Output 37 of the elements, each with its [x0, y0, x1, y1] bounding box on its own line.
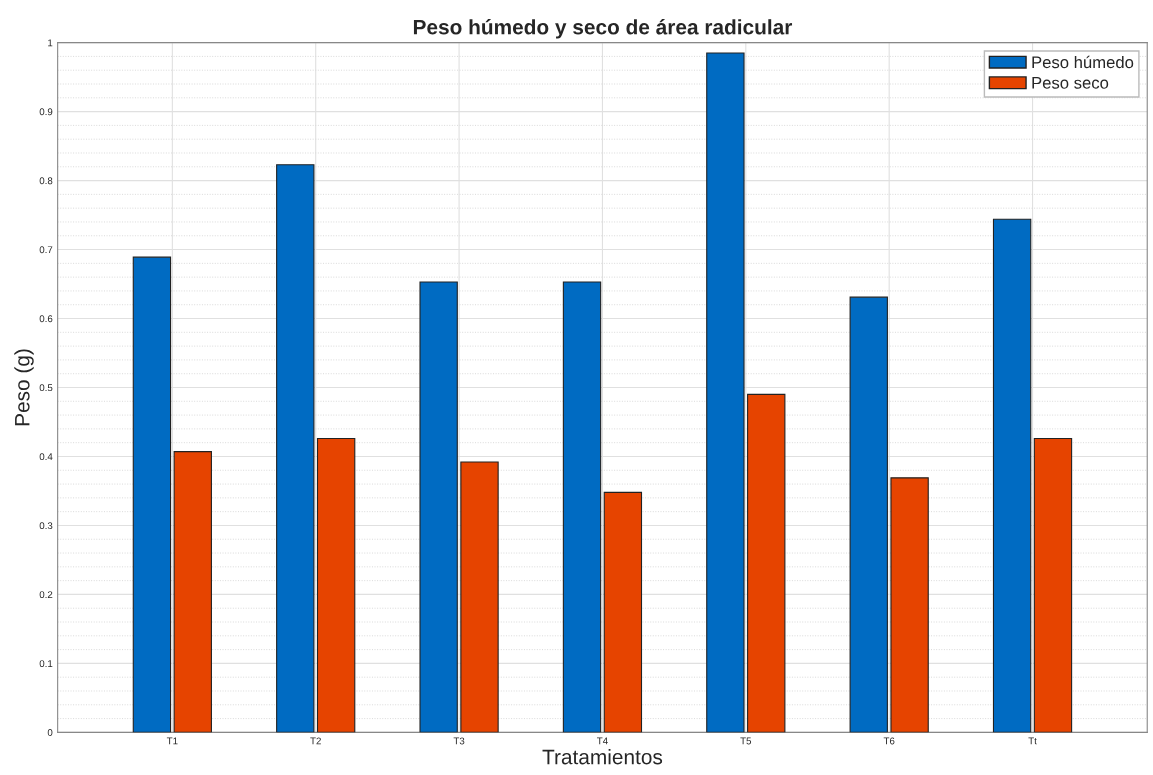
chart-title: Peso húmedo y seco de área radicular [413, 19, 793, 39]
bar [1033, 437, 1073, 733]
bar [562, 281, 602, 733]
y-tick-label: 0.8 [39, 177, 53, 185]
bar [849, 296, 888, 733]
bar [992, 218, 1032, 733]
bar [419, 281, 458, 733]
y-tick-label: 0.4 [39, 453, 53, 461]
x-tick-label: Tt [1028, 737, 1037, 745]
y-tick-label: 0.2 [39, 591, 53, 599]
bar [706, 52, 745, 733]
y-tick-label: 0.9 [39, 108, 53, 116]
legend-label: Peso seco [1032, 77, 1109, 89]
bar [747, 393, 786, 733]
y-tick-label: 0.3 [39, 522, 53, 530]
bar [890, 477, 929, 733]
y-tick-label: 0.5 [39, 384, 53, 392]
y-axis-title: Peso (g) [14, 349, 34, 426]
bar [173, 451, 212, 733]
y-tick-label: 0 [47, 729, 53, 736]
x-tick-label: T3 [453, 737, 465, 745]
y-tick-label: 1 [48, 39, 53, 47]
y-tick-label: 0.7 [39, 246, 53, 254]
bar [276, 164, 315, 733]
bar [603, 491, 643, 733]
y-tick-label: 0.1 [39, 660, 53, 668]
x-tick-label: T5 [740, 737, 752, 745]
x-tick-label: T2 [310, 737, 321, 745]
x-tick-label: T6 [883, 737, 895, 745]
x-tick-label: T4 [596, 737, 608, 745]
bar [316, 437, 356, 733]
bar [460, 461, 499, 733]
x-axis-title: Tratamientos [542, 749, 663, 765]
x-tick-label: T1 [166, 737, 178, 745]
y-tick-label: 0.6 [39, 315, 53, 323]
legend-label: Peso húmedo [1032, 55, 1134, 69]
bar [132, 256, 172, 733]
